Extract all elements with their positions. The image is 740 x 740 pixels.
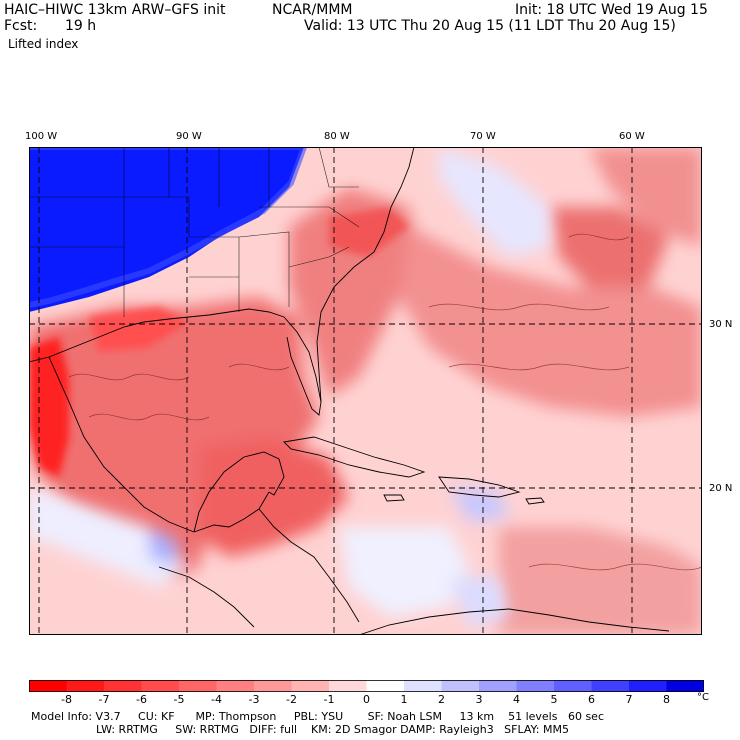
model-title: HAIC–HIWC 13km ARW–GFS init [4,2,226,18]
lon-label-70w: 70 W [470,131,496,142]
colorbar-tick-label: -1 [323,693,335,706]
contours [68,233,702,571]
model-info-line2: LW: RRTMG SW: RRTMG DIFF: full KM: 2D Sm… [96,723,569,736]
colorbar-tick-label: 1 [400,693,408,706]
political-borders [29,147,360,317]
colorbar-swatch [216,680,255,692]
colorbar-swatch [629,680,667,692]
colorbar-swatch [291,680,330,692]
colorbar-tick-label: 8 [663,693,670,706]
colorbar-tick-label: -8 [61,693,72,706]
lat-label-30n: 30 N [709,319,733,330]
init-time: Init: 18 UTC Wed 19 Aug 15 [515,2,708,18]
forecast-label: Fcst: [4,18,38,34]
colorbar-swatch [104,680,142,692]
colorbar [29,680,704,692]
valid-time: Valid: 13 UTC Thu 20 Aug 15 (11 LDT Thu … [304,18,676,34]
colorbar-tick-label: 4 [513,693,520,706]
lon-label-80w: 80 W [324,131,350,142]
li-strong-positive-us [29,147,304,312]
colorbar-swatch [366,680,405,692]
colorbar-swatch [479,680,517,692]
li-positive-field [29,147,549,627]
colorbar-tick-label: 6 [588,693,595,706]
colorbar-tick-label: -3 [248,693,260,706]
colorbar-swatch [404,680,442,692]
colorbar-unit: °C [697,692,709,703]
colorbar-swatch [591,680,630,692]
center-label: NCAR/MMM [272,2,353,18]
colorbar-tick-label: 0 [363,693,370,706]
colorbar-swatch [554,680,592,692]
li-negative-field [29,147,702,635]
field-name: Lifted index [8,37,79,51]
colorbar-swatch [254,680,292,692]
colorbar-tick-label: -4 [211,693,222,706]
colorbar-tick-label: -2 [286,693,297,706]
forecast-hour: 19 h [65,18,97,34]
colorbar-swatch [516,680,555,692]
colorbar-tick-label: -6 [136,693,147,706]
colorbar-tick-label: 3 [475,693,483,706]
colorbar-swatch [441,680,480,692]
lon-label-100w: 100 W [25,131,58,142]
lon-label-60w: 60 W [619,131,645,142]
colorbar-swatch [29,680,67,692]
colorbar-tick-label: -7 [98,693,110,706]
lifted-index-map [29,147,702,635]
lat-label-20n: 20 N [709,483,733,494]
colorbar-swatch [66,680,105,692]
colorbar-swatch [179,680,217,692]
graticule [29,147,702,635]
colorbar-swatch [329,680,367,692]
model-info-line1: Model Info: V3.7 CU: KF MP: Thompson PBL… [31,710,604,723]
colorbar-tick-label: 5 [550,693,558,706]
colorbar-tick-label: 2 [438,693,445,706]
lon-label-90w: 90 W [176,131,202,142]
coastlines [29,147,670,635]
colorbar-swatch [141,680,180,692]
colorbar-swatch [666,680,704,692]
colorbar-tick-label: 7 [625,693,633,706]
colorbar-tick-label: -5 [173,693,185,706]
